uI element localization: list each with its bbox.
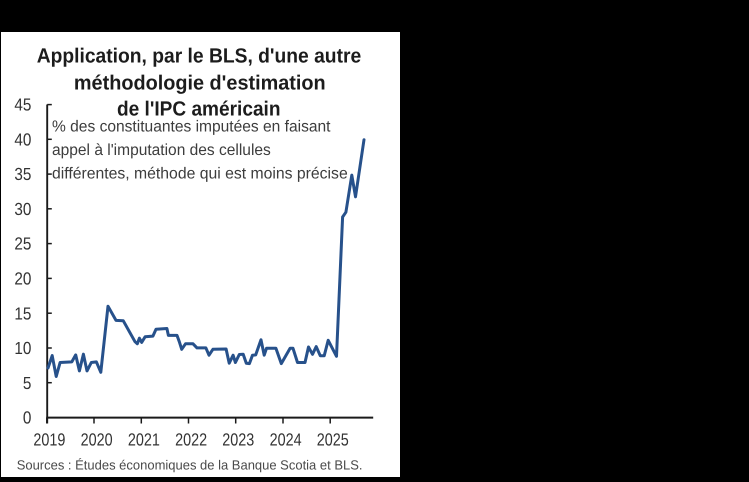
svg-text:5: 5	[23, 373, 32, 393]
svg-text:2022: 2022	[175, 430, 207, 450]
svg-text:2024: 2024	[270, 430, 302, 450]
svg-text:% des constituantes imputées e: % des constituantes imputées en faisant	[52, 118, 331, 135]
svg-text:35: 35	[14, 164, 31, 184]
svg-text:2023: 2023	[222, 430, 254, 450]
svg-text:Sources : Études économiques d: Sources : Études économiques de la Banqu…	[17, 458, 363, 473]
svg-text:20: 20	[14, 269, 31, 289]
svg-text:10: 10	[14, 338, 31, 358]
svg-text:2019: 2019	[33, 430, 65, 450]
svg-text:différentes, méthode qui est m: différentes, méthode qui est moins préci…	[52, 165, 348, 182]
svg-text:de l'IPC américain: de l'IPC américain	[117, 98, 281, 121]
svg-text:2021: 2021	[128, 430, 160, 450]
svg-text:2025: 2025	[317, 430, 349, 450]
svg-text:15: 15	[14, 303, 31, 323]
svg-text:appel à l'imputation des cellu: appel à l'imputation des cellules	[52, 142, 271, 159]
svg-text:25: 25	[14, 234, 31, 254]
svg-text:2020: 2020	[81, 430, 113, 450]
svg-text:Application, par le BLS, d'une: Application, par le BLS, d'une autre	[37, 44, 362, 67]
svg-text:45: 45	[14, 95, 31, 115]
svg-text:30: 30	[14, 199, 31, 219]
svg-text:40: 40	[14, 129, 31, 149]
svg-text:méthodologie d'estimation: méthodologie d'estimation	[74, 72, 326, 95]
svg-text:0: 0	[23, 408, 32, 428]
